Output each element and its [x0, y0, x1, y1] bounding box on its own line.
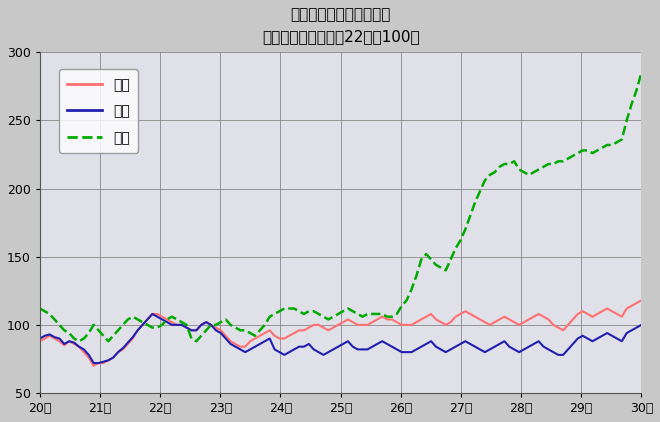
生産: [153, 311, 161, 316]
生産: [388, 317, 396, 322]
出荷: [90, 360, 98, 365]
生産: [217, 328, 225, 333]
在庫: [80, 336, 88, 341]
Title: 鳥取県鉱工業指数の推移
（季節調整済、平成22年＝100）: 鳥取県鉱工業指数の推移 （季節調整済、平成22年＝100）: [262, 7, 419, 44]
Line: 生産: 生産: [40, 300, 642, 366]
生産: [90, 363, 98, 368]
生産: [36, 339, 44, 344]
出荷: [41, 333, 49, 338]
在庫: [41, 309, 49, 314]
生産: [41, 336, 49, 341]
出荷: [222, 336, 230, 341]
在庫: [388, 314, 396, 319]
出荷: [75, 344, 83, 349]
生産: [638, 298, 645, 303]
出荷: [393, 347, 401, 352]
Legend: 生産, 出荷, 在庫: 生産, 出荷, 在庫: [59, 70, 138, 153]
在庫: [75, 339, 83, 344]
在庫: [305, 309, 313, 314]
在庫: [153, 325, 161, 330]
出荷: [158, 317, 166, 322]
出荷: [148, 311, 156, 316]
Line: 出荷: 出荷: [40, 314, 642, 363]
出荷: [310, 347, 317, 352]
在庫: [36, 306, 44, 311]
生産: [305, 325, 313, 330]
Line: 在庫: 在庫: [40, 73, 642, 341]
出荷: [638, 322, 645, 327]
在庫: [217, 319, 225, 325]
在庫: [638, 70, 645, 75]
生産: [75, 344, 83, 349]
出荷: [36, 336, 44, 341]
